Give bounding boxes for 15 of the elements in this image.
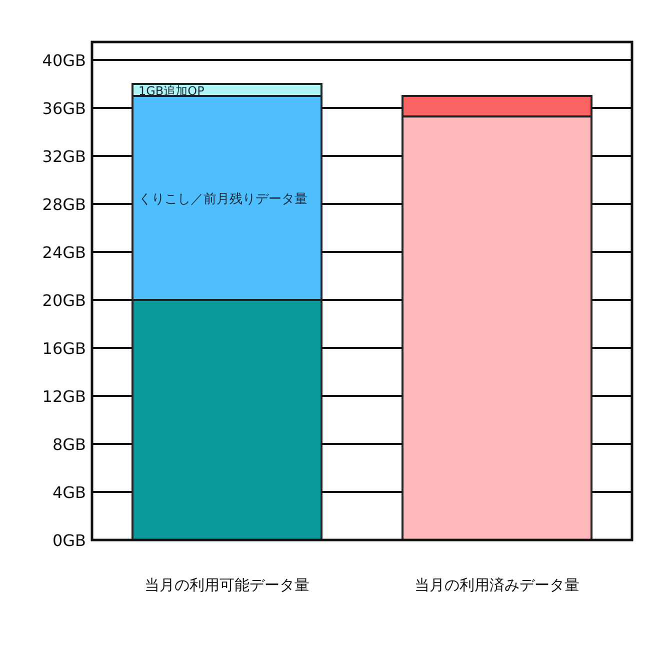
y-tick-label: 20GB [42,291,86,310]
y-tick-label: 0GB [52,531,86,550]
y-tick-label: 16GB [42,339,86,358]
x-tick-label: 当月の利用可能データ量 [144,576,310,594]
y-tick-label: 32GB [42,147,86,166]
x-tick-label: 当月の利用済みデータ量 [414,576,580,594]
y-tick-label: 8GB [52,435,86,454]
series-label: 1GB追加OP [138,84,204,98]
series-label: くりこし／前月残りデータ量 [138,192,308,207]
y-tick-label: 24GB [42,243,86,262]
y-tick-label: 40GB [42,51,86,70]
y-tick-label: 36GB [42,99,86,118]
y-tick-label: 28GB [42,195,86,214]
y-tick-label: 12GB [42,387,86,406]
y-tick-label: 4GB [52,483,86,502]
